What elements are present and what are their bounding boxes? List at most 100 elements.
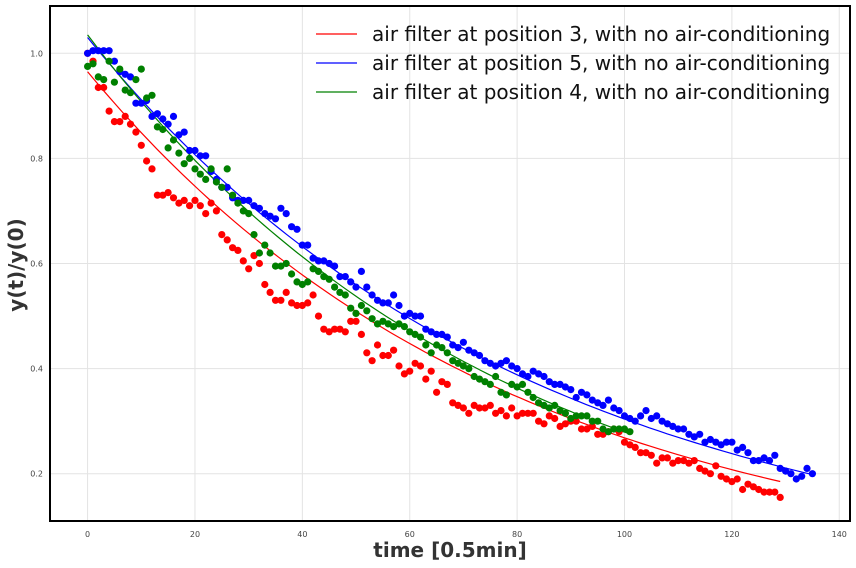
data-point-series-2 [293,225,301,233]
data-point-series-1 [551,414,559,423]
data-point-series-3 [266,249,274,257]
data-point-series-2 [475,351,484,360]
data-point-series-1 [620,438,629,446]
data-point-series-2 [808,470,817,478]
data-point-series-1 [261,280,269,289]
data-point-series-2 [191,146,199,155]
data-point-series-3 [577,412,586,420]
data-point-series-1 [255,259,263,268]
data-point-series-3 [282,259,290,268]
data-point-series-1 [669,459,677,467]
data-point-series-1 [126,120,135,128]
data-point-series-2 [288,223,296,231]
data-point-series-3 [524,388,532,396]
data-point-series-3 [89,60,97,68]
grid [50,6,850,521]
data-point-series-1 [427,367,435,375]
data-point-series-2 [89,47,97,55]
data-point-series-2 [175,131,183,139]
data-point-series-1 [357,330,365,338]
data-point-series-2 [717,441,725,449]
y-tick-label: 0.2 [30,470,43,479]
data-point-series-3 [594,417,602,425]
x-tick-label: 40 [297,530,307,539]
data-point-series-2 [126,73,135,81]
legend-label-3: air filter at position 4, with no air-co… [372,80,830,104]
data-point-series-1 [202,210,210,218]
data-point-series-2 [422,325,430,333]
data-point-series-2 [669,422,677,430]
data-point-series-1 [696,464,704,472]
data-point-series-2 [320,257,328,265]
data-point-series-2 [245,196,253,204]
data-point-series-2 [755,457,763,465]
x-tick-label: 0 [85,530,90,539]
data-point-series-1 [422,375,430,383]
data-point-series-2 [685,430,693,438]
data-point-series-1 [577,425,586,433]
data-point-series-2 [373,296,382,304]
data-point-series-1 [153,191,161,199]
data-point-series-2 [164,120,172,128]
data-point-series-2 [529,367,537,375]
data-point-series-3 [438,344,446,352]
data-point-series-2 [739,443,747,451]
data-point-series-3 [459,362,467,370]
data-point-series-3 [148,91,156,99]
data-point-series-2 [561,383,570,391]
data-point-series-1 [250,252,258,260]
data-point-series-1 [223,236,231,244]
data-point-series-3 [164,144,172,152]
data-point-series-3 [551,401,559,409]
data-point-series-1 [502,412,510,420]
data-point-series-3 [336,288,344,296]
data-point-series-2 [255,204,263,212]
data-point-series-1 [475,404,484,412]
data-point-series-1 [121,112,129,120]
data-point-series-2 [100,47,108,55]
data-point-series-3 [304,278,312,286]
data-point-series-1 [631,443,639,451]
data-point-series-3 [545,404,553,412]
data-point-series-1 [540,420,548,428]
data-point-series-1 [293,301,301,310]
data-point-series-2 [803,464,811,472]
data-point-series-1 [368,357,376,365]
data-point-series-1 [647,451,655,459]
data-point-series-3 [454,359,462,367]
data-point-series-1 [207,199,215,207]
data-point-series-2 [186,146,194,155]
data-point-series-2 [202,152,210,160]
data-point-series-1 [492,409,500,417]
data-point-series-3 [331,283,339,291]
data-point-series-2 [540,372,548,381]
data-point-series-3 [508,380,516,388]
data-point-series-1 [132,128,140,136]
x-tick-label: 120 [724,530,739,539]
data-point-series-2 [347,278,355,286]
data-point-series-3 [535,399,543,407]
data-point-series-3 [212,178,220,186]
data-point-series-2 [771,451,779,459]
data-point-series-1 [373,341,382,349]
data-point-series-1 [416,362,425,370]
data-point-series-3 [341,291,349,299]
data-point-series-1 [143,157,151,165]
data-point-series-2 [551,380,559,388]
data-point-series-2 [567,386,575,394]
data-point-series-2 [180,128,188,136]
data-point-series-3 [481,378,489,386]
data-point-series-1 [239,257,247,265]
data-point-series-3 [567,414,575,423]
fit-line-series-1 [87,71,781,483]
data-point-series-3 [126,89,135,97]
data-point-series-2 [545,378,553,386]
legend: air filter at position 3, with no air-co… [316,22,830,104]
x-tick-label: 80 [512,530,522,539]
data-point-series-1 [765,488,774,496]
x-tick-label: 60 [405,530,415,539]
data-point-series-3 [363,307,371,315]
y-axis-label: y(t)/y(0) [4,218,28,311]
data-point-series-2 [722,438,731,446]
data-point-series-1 [288,299,296,307]
